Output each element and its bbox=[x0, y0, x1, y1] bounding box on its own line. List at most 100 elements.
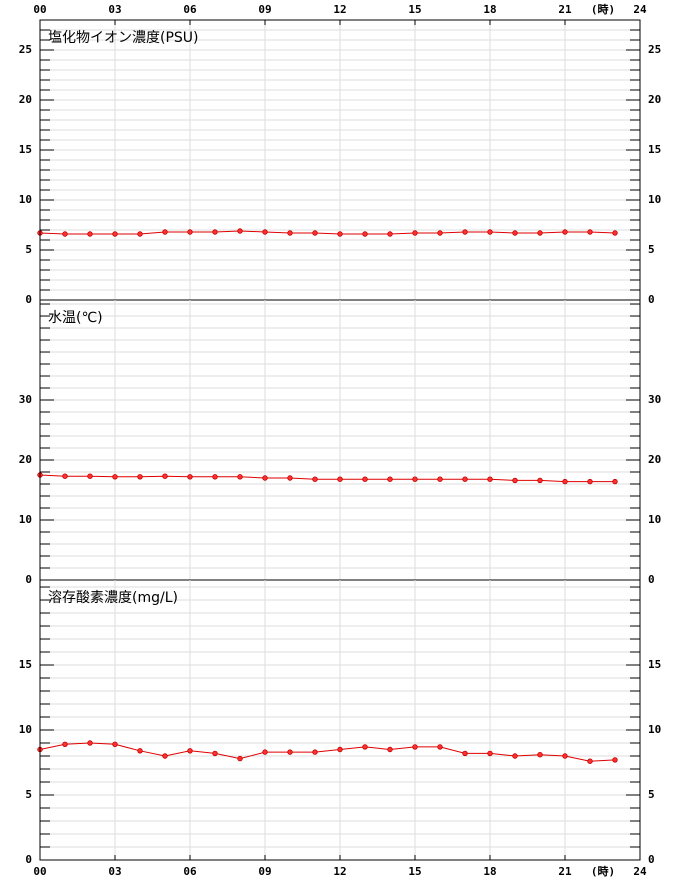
point bbox=[487, 750, 493, 757]
point bbox=[137, 231, 143, 237]
y-tick-label: 20 bbox=[648, 93, 661, 106]
y-tick-label: 15 bbox=[648, 143, 661, 156]
x-tick-label: 06 bbox=[183, 3, 197, 16]
y-tick-label: 5 bbox=[648, 243, 655, 256]
point bbox=[462, 750, 468, 757]
plot-frame bbox=[39, 19, 641, 861]
point bbox=[462, 229, 468, 235]
point bbox=[612, 230, 618, 236]
x-tick-label: 21 bbox=[558, 865, 572, 878]
point bbox=[187, 229, 193, 235]
point bbox=[162, 753, 168, 759]
x-tick-label: 00 bbox=[33, 865, 46, 878]
point bbox=[362, 744, 368, 750]
point bbox=[512, 230, 518, 236]
point bbox=[562, 478, 568, 485]
point bbox=[287, 749, 293, 755]
point bbox=[362, 476, 368, 482]
y-tick-label: 0 bbox=[25, 573, 32, 586]
point bbox=[562, 753, 568, 759]
point bbox=[162, 229, 168, 235]
y-tick-label: 20 bbox=[19, 93, 32, 106]
point bbox=[212, 229, 218, 235]
point bbox=[87, 231, 93, 237]
point bbox=[437, 476, 443, 482]
y-tick-label: 5 bbox=[25, 243, 32, 256]
chart-title: 塩化物イオン濃度(PSU) bbox=[48, 30, 199, 46]
chart-title: 溶存酸素濃度(mg/L) bbox=[48, 590, 178, 606]
y-tick-label: 10 bbox=[19, 193, 32, 206]
point bbox=[437, 744, 443, 750]
point bbox=[262, 749, 268, 755]
point bbox=[387, 746, 393, 753]
point bbox=[87, 740, 93, 746]
x-tick-label: 09 bbox=[258, 3, 271, 16]
point bbox=[287, 230, 293, 236]
y-tick-label: 10 bbox=[648, 193, 661, 206]
x-tick-label: 15 bbox=[408, 3, 421, 16]
y-tick-label: 20 bbox=[19, 453, 32, 466]
point bbox=[437, 230, 443, 236]
x-axis-label: (時) bbox=[591, 864, 615, 878]
point bbox=[62, 231, 68, 237]
y-tick-label: 10 bbox=[19, 723, 32, 736]
y-tick-label: 30 bbox=[19, 393, 32, 406]
x-tick-label: 18 bbox=[483, 3, 496, 16]
point bbox=[587, 229, 593, 235]
y-tick-label: 0 bbox=[25, 853, 32, 866]
point bbox=[337, 476, 343, 482]
point bbox=[387, 476, 393, 482]
point bbox=[237, 474, 243, 480]
x-tick-label: 03 bbox=[108, 3, 121, 16]
y-tick-label: 10 bbox=[19, 513, 32, 526]
chart-title: 水温(℃) bbox=[48, 310, 103, 326]
point bbox=[612, 478, 618, 485]
point bbox=[312, 749, 318, 755]
point bbox=[587, 758, 593, 764]
y-tick-label: 10 bbox=[648, 513, 661, 526]
point bbox=[287, 475, 293, 481]
point bbox=[137, 474, 143, 480]
point bbox=[562, 229, 568, 235]
point bbox=[337, 746, 343, 753]
x-tick-label: 06 bbox=[183, 865, 197, 878]
point bbox=[62, 741, 68, 748]
line bbox=[39, 474, 615, 483]
y-tick-label: 0 bbox=[25, 293, 32, 306]
point bbox=[162, 473, 168, 479]
x-tick-label: 24 bbox=[633, 3, 647, 16]
point bbox=[412, 744, 418, 750]
point bbox=[237, 755, 243, 762]
point bbox=[62, 473, 68, 479]
y-tick-label: 0 bbox=[648, 573, 655, 586]
point bbox=[462, 476, 468, 482]
y-tick-label: 15 bbox=[648, 658, 661, 671]
y-tick-label: 0 bbox=[648, 853, 655, 866]
point bbox=[387, 231, 393, 237]
x-tick-label: 21 bbox=[558, 3, 572, 16]
point bbox=[262, 229, 268, 235]
x-tick-label: 24 bbox=[633, 865, 647, 878]
y-tick-label: 0 bbox=[648, 293, 655, 306]
point bbox=[112, 231, 118, 237]
point bbox=[412, 476, 418, 482]
point bbox=[87, 473, 93, 479]
line bbox=[39, 230, 616, 235]
point bbox=[312, 476, 318, 482]
point bbox=[512, 477, 518, 484]
point bbox=[112, 741, 118, 748]
point bbox=[212, 750, 218, 757]
x-tick-label: 18 bbox=[483, 865, 496, 878]
point bbox=[262, 475, 268, 481]
x-tick-label: 00 bbox=[33, 3, 46, 16]
point bbox=[587, 478, 593, 485]
line bbox=[39, 742, 616, 762]
point bbox=[212, 474, 218, 480]
point bbox=[487, 476, 493, 482]
point bbox=[362, 231, 368, 237]
point bbox=[487, 229, 493, 235]
point bbox=[187, 474, 193, 480]
point bbox=[537, 230, 543, 236]
y-tick-label: 10 bbox=[648, 723, 661, 736]
